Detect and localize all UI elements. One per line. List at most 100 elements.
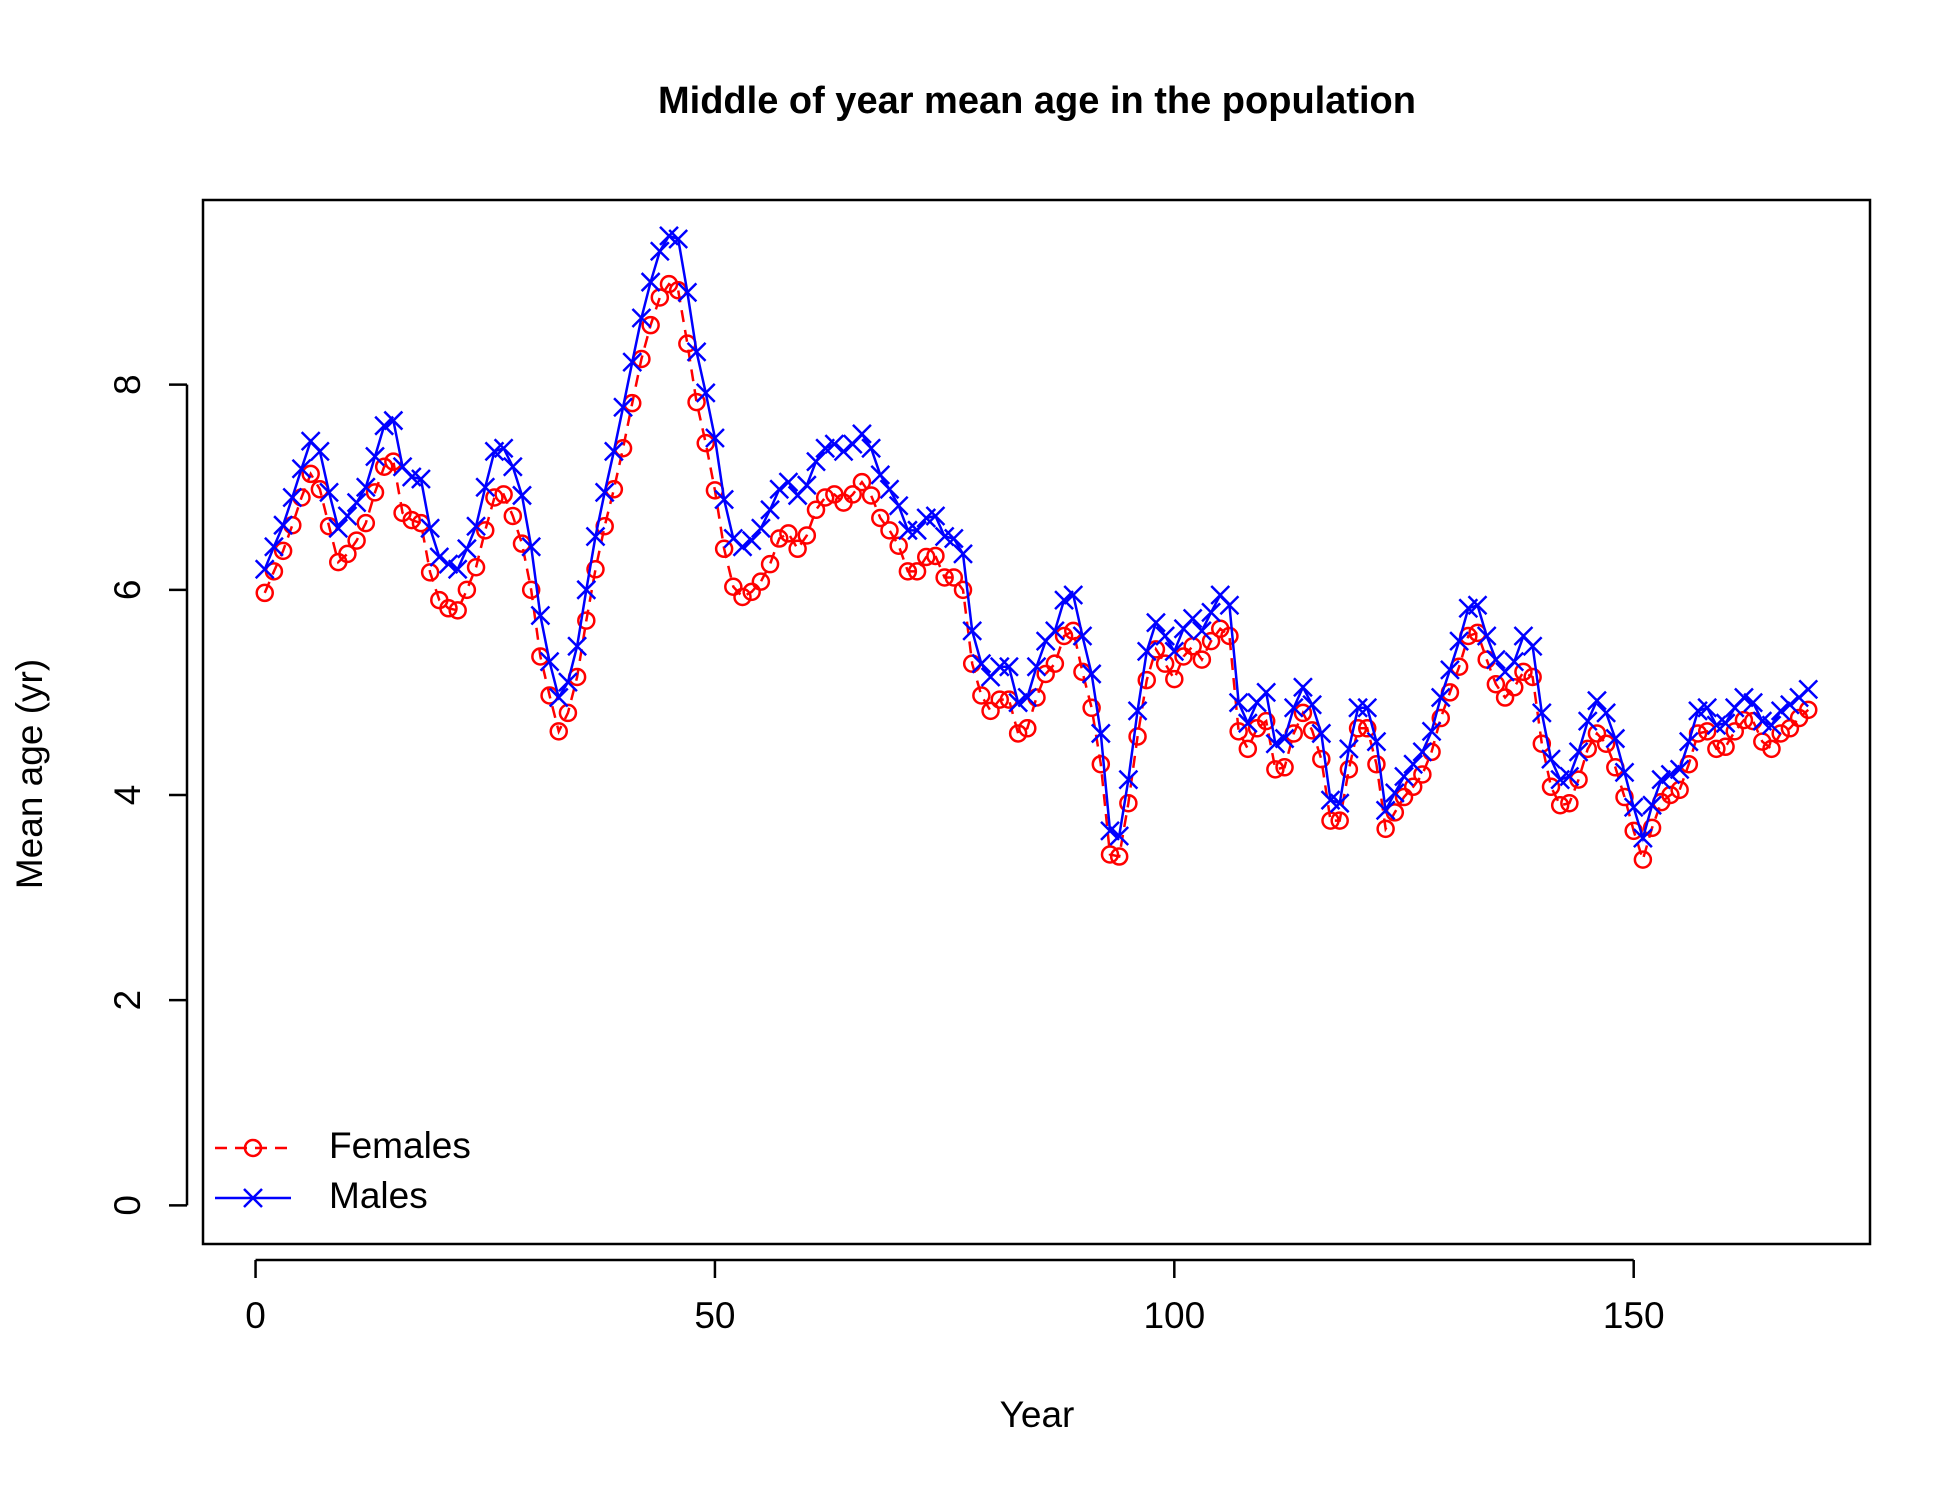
data-point: [1293, 703, 1313, 723]
data-point: [989, 656, 1010, 677]
data-point: [338, 544, 357, 564]
data-point: [447, 559, 468, 580]
data-point: [282, 487, 303, 508]
data-point: [485, 488, 504, 507]
data-point: [824, 434, 845, 455]
data-point: [1100, 821, 1120, 841]
data-point: [1266, 760, 1285, 779]
data-point: [309, 441, 330, 462]
data-point: [577, 611, 596, 630]
data-point: [1431, 708, 1451, 728]
data-point: [374, 415, 395, 436]
x-axis-label: Year: [1000, 1394, 1075, 1435]
x-tick-label: 0: [245, 1295, 266, 1336]
data-point: [1394, 787, 1414, 807]
data-point: [926, 546, 945, 566]
data-point: [1495, 688, 1515, 707]
data-point: [1182, 608, 1203, 629]
data-point: [319, 482, 339, 503]
data-point: [962, 620, 983, 641]
data-point: [273, 515, 293, 536]
series: [254, 226, 1819, 848]
data-point: [1237, 713, 1258, 734]
data-point: [1192, 650, 1212, 669]
data-point: [953, 544, 973, 564]
data-point: [1412, 742, 1433, 762]
data-point: [686, 341, 707, 362]
data-point: [898, 562, 918, 581]
data-point: [733, 587, 752, 607]
data-point: [1596, 703, 1617, 723]
data-point: [576, 579, 597, 600]
x-tick-label: 100: [1143, 1295, 1205, 1336]
data-point: [365, 446, 385, 467]
data-point: [1605, 728, 1626, 749]
data-point: [1311, 723, 1332, 744]
data-point: [594, 482, 615, 503]
data-point: [1118, 769, 1139, 790]
data-point: [1358, 719, 1377, 738]
data-point: [1256, 711, 1276, 731]
data-point: [1725, 722, 1745, 741]
data-point: [1183, 636, 1202, 656]
data-point: [1440, 659, 1460, 680]
data-point: [549, 722, 568, 741]
data-point: [448, 601, 467, 620]
data-point: [879, 479, 900, 500]
data-point: [1072, 626, 1093, 646]
data-point: [255, 583, 274, 603]
data-point: [1779, 694, 1800, 715]
data-point: [889, 536, 908, 555]
data-point: [456, 538, 477, 559]
data-point: [1798, 679, 1819, 700]
data-point: [1274, 728, 1295, 749]
data-point: [1008, 692, 1029, 713]
data-point: [1642, 795, 1662, 816]
data-point: [1128, 727, 1147, 746]
data-point: [1661, 785, 1680, 805]
data-point: [750, 518, 771, 539]
data-point: [1486, 674, 1506, 694]
data-point: [1505, 678, 1524, 697]
data-point: [1716, 737, 1735, 757]
data-point: [1045, 654, 1065, 673]
data-point: [356, 513, 376, 533]
data-point: [1090, 723, 1111, 744]
data-point: [1275, 758, 1294, 777]
data-point: [1265, 733, 1286, 754]
data-point: [1054, 590, 1074, 610]
data-point: [521, 580, 541, 600]
data-point: [1366, 731, 1387, 752]
data-point: [1707, 739, 1726, 759]
data-point: [1560, 793, 1579, 813]
data-point: [1697, 722, 1717, 741]
data-point: [1256, 682, 1277, 703]
data-point: [383, 410, 404, 431]
data-point: [264, 536, 284, 557]
data-point: [1669, 759, 1690, 780]
data-point: [1376, 819, 1395, 839]
data-point: [1017, 687, 1038, 708]
data-point: [1330, 811, 1349, 830]
data-point: [1008, 724, 1028, 743]
data-point: [714, 539, 734, 559]
data-point: [649, 241, 670, 262]
data-point: [502, 456, 523, 477]
data-point: [806, 500, 826, 520]
data-point: [1421, 721, 1442, 742]
data-point: [1587, 690, 1607, 711]
data-point: [1587, 724, 1607, 743]
x-tick-label: 50: [694, 1295, 735, 1336]
data-point: [1467, 595, 1488, 616]
data-point: [1384, 783, 1405, 803]
data-point: [420, 518, 441, 539]
data-point: [558, 672, 578, 693]
legend-label: Males: [329, 1175, 428, 1216]
data-point: [1238, 739, 1258, 759]
data-point: [1770, 700, 1791, 721]
data-point: [1632, 828, 1653, 848]
data-point: [1670, 780, 1689, 800]
data-point: [1329, 793, 1350, 814]
data-point: [990, 690, 1009, 709]
